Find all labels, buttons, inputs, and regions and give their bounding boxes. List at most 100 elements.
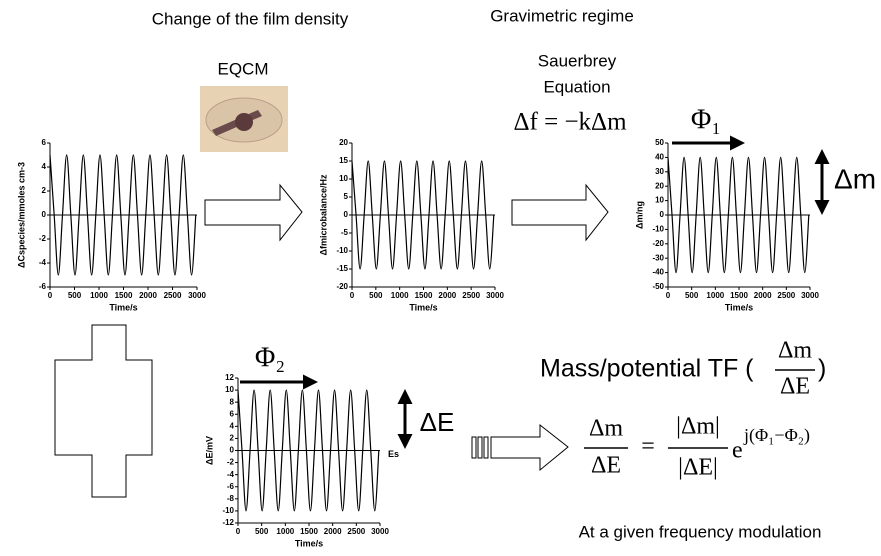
footer-note: At a given frequency modulation (579, 522, 822, 541)
block-arrow (511, 183, 609, 242)
x-tick-label: 2500 (777, 291, 795, 300)
y-tick-label: -15 (336, 264, 348, 273)
y-tick-label: -10 (336, 246, 348, 255)
eq-equals: = (641, 434, 655, 460)
y-tick-label: 0 (42, 210, 47, 219)
y-axis-label: Δm/ng (634, 201, 644, 229)
y-tick-label: -10 (222, 506, 234, 515)
y-axis-label: ΔCspecies/mmoles cm-3 (16, 162, 26, 268)
y-tick-label: 0 (230, 446, 235, 455)
y-tick-label: -50 (652, 282, 664, 291)
x-tick-label: 0 (350, 291, 355, 300)
delta-e-label: ΔE (420, 407, 455, 437)
x-tick-label: 0 (666, 291, 671, 300)
y-tick-label: -5 (341, 228, 349, 237)
x-tick-label: 3000 (371, 527, 389, 536)
tf-label: Mass/potential TF ( (540, 355, 754, 383)
y-tick-label: -6 (227, 482, 235, 491)
y-tick-label: 20 (655, 181, 664, 190)
data-line (351, 160, 495, 270)
x-tick-label: 3000 (486, 291, 504, 300)
x-tick-label: 1500 (300, 527, 318, 536)
phi1-label: Φ₁ (691, 104, 721, 135)
x-tick-label: 2000 (139, 291, 157, 300)
x-axis-label: Time/s (295, 538, 323, 548)
eq-denominator: ΔE (591, 453, 621, 479)
y-tick-label: -40 (652, 268, 664, 277)
y-tick-label: -6 (39, 282, 47, 291)
sauerbrey-equation: Δf = −kΔm (513, 109, 627, 136)
y-tick-label: -2 (39, 234, 47, 243)
cross-shape (54, 324, 153, 498)
y-tick-label: 10 (655, 196, 664, 205)
y-axis-label: Δfmicrobalance/Hz (318, 174, 328, 255)
x-tick-label: 0 (48, 291, 53, 300)
x-axis-label: Time/s (725, 302, 753, 312)
x-tick-label: 1000 (276, 527, 294, 536)
annotation: Es (388, 449, 399, 459)
x-axis-label: Time/s (409, 302, 437, 312)
eq-abs-denominator: |ΔE| (678, 455, 718, 481)
y-tick-label: 40 (655, 153, 664, 162)
y-tick-label: -20 (652, 239, 664, 248)
y-tick-label: 20 (339, 138, 348, 147)
x-tick-label: 500 (369, 291, 383, 300)
x-tick-label: 1500 (415, 291, 433, 300)
y-tick-label: -4 (39, 258, 47, 267)
x-tick-label: 3000 (801, 291, 819, 300)
x-tick-label: 1500 (730, 291, 748, 300)
x-tick-label: 0 (236, 527, 241, 536)
y-tick-label: 0 (660, 210, 665, 219)
y-tick-label: -8 (227, 494, 235, 503)
title-left: Change of the film density (152, 9, 349, 28)
y-tick-label: 10 (339, 174, 348, 183)
x-tick-label: 500 (68, 291, 82, 300)
y-tick-label: 2 (42, 186, 47, 195)
y-tick-label: 8 (230, 397, 235, 406)
x-tick-label: 1000 (391, 291, 409, 300)
y-tick-label: 15 (339, 156, 348, 165)
x-tick-label: 2500 (164, 291, 182, 300)
x-tick-label: 1500 (115, 291, 133, 300)
eqcm-label: EQCM (218, 59, 269, 78)
y-tick-label: 10 (225, 385, 234, 394)
data-line (667, 156, 810, 274)
delta-m-label: Δm (834, 163, 876, 194)
y-axis-label: ΔE/mV (204, 436, 214, 465)
x-tick-label: 1000 (90, 291, 108, 300)
eq-e: e (732, 438, 743, 464)
y-tick-label: -10 (652, 225, 664, 234)
x-tick-label: 500 (685, 291, 699, 300)
y-tick-label: 0 (344, 210, 349, 219)
data-line (237, 389, 380, 512)
tf-numerator: Δm (778, 338, 812, 364)
eq-abs-numerator: |Δm| (676, 414, 720, 440)
x-tick-label: 2500 (347, 527, 365, 536)
sauerbrey-1: Sauerbrey (538, 51, 617, 70)
y-tick-label: 6 (42, 138, 47, 147)
y-tick-label: -12 (222, 518, 234, 527)
x-tick-label: 2000 (438, 291, 456, 300)
y-tick-label: -2 (227, 458, 235, 467)
y-tick-label: 5 (344, 192, 349, 201)
y-tick-label: 30 (655, 167, 664, 176)
y-tick-label: 12 (225, 373, 234, 382)
y-tick-label: -30 (652, 253, 664, 262)
y-tick-label: -20 (336, 282, 348, 291)
title-right: Gravimetric regime (490, 6, 634, 25)
striped-arrow (471, 423, 569, 472)
tf-denominator: ΔE (780, 374, 810, 400)
y-tick-label: 2 (230, 434, 235, 443)
x-tick-label: 3000 (188, 291, 206, 300)
y-tick-label: 4 (42, 162, 47, 171)
x-tick-label: 500 (255, 527, 269, 536)
x-tick-label: 2500 (462, 291, 480, 300)
y-tick-label: 50 (655, 138, 664, 147)
sauerbrey-2: Equation (543, 77, 610, 96)
eqcm-photo (200, 86, 288, 152)
x-tick-label: 2000 (324, 527, 342, 536)
x-tick-label: 1000 (706, 291, 724, 300)
x-axis-label: Time/s (109, 302, 137, 312)
y-tick-label: -4 (227, 470, 235, 479)
